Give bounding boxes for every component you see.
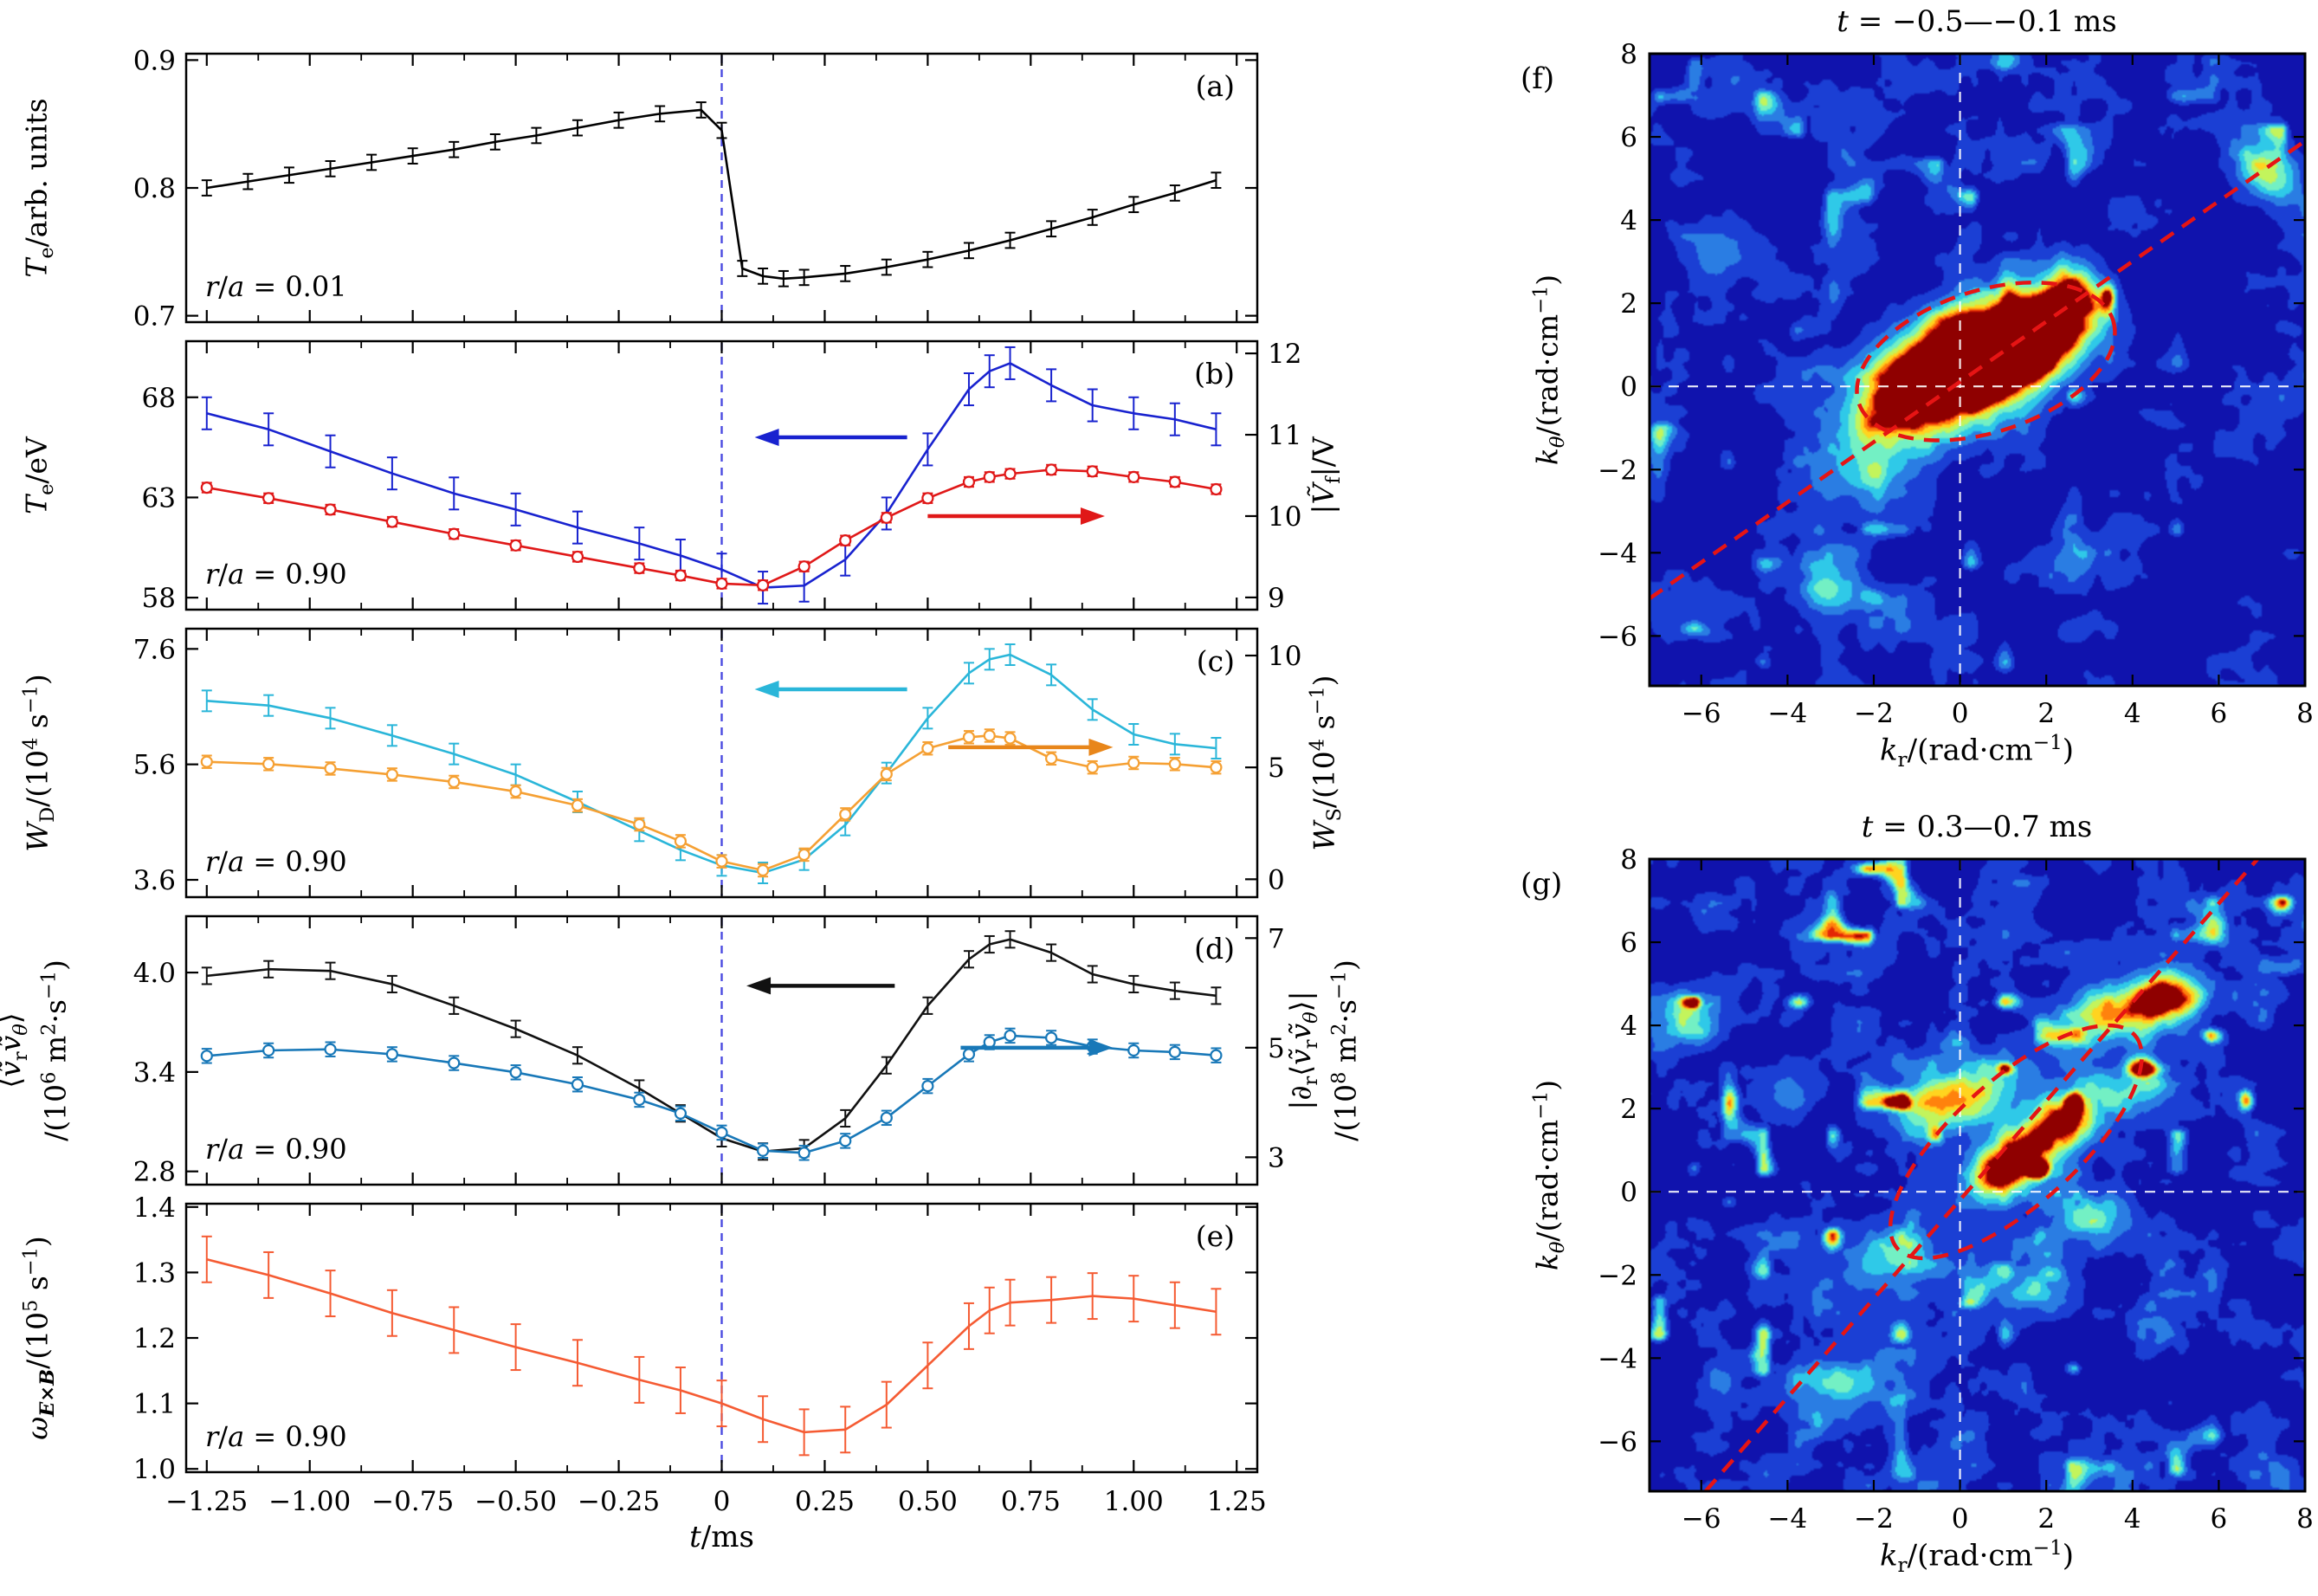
x-tick-label: 0.50 — [898, 1486, 958, 1517]
y-tick-label: 1.3 — [133, 1257, 176, 1289]
x-tick-label: −6 — [1682, 698, 1721, 729]
x-tick-label: 8 — [2296, 698, 2314, 729]
panel-letter-g: (g) — [1521, 867, 1563, 901]
x-axis-label-g: kr/(rad·cm−1) — [1879, 1537, 2075, 1578]
y-tick-label: 1.1 — [133, 1389, 176, 1420]
y-tick-label: 8 — [1620, 844, 1637, 876]
y-tick-label: 0 — [1620, 372, 1637, 403]
x-tick-label: −4 — [1768, 1503, 1808, 1535]
right-y-tick-label: 10 — [1268, 501, 1301, 533]
y-tick-label: 2 — [1620, 288, 1637, 320]
y-tick-label: −4 — [1598, 538, 1637, 569]
y-axis-label-g: kθ/(rad·cm−1) — [1529, 1079, 1570, 1271]
y-tick-label: −6 — [1598, 621, 1637, 652]
x-tick-label: 0 — [1952, 698, 1969, 729]
x-tick-label: 6 — [2211, 1503, 2228, 1535]
y-tick-label: −4 — [1598, 1343, 1637, 1374]
x-tick-label: 2 — [2037, 698, 2055, 729]
y-tick-label: −2 — [1598, 455, 1637, 486]
x-tick-label: −0.75 — [371, 1486, 454, 1517]
right-y-tick-label: 3 — [1268, 1142, 1285, 1173]
series-Te-edge — [201, 346, 1222, 605]
right-y-tick-label: 10 — [1268, 641, 1301, 672]
y-tick-label: 63 — [142, 482, 176, 514]
y-tick-label: 4 — [1620, 1011, 1637, 1042]
x-tick-label: 1.00 — [1104, 1486, 1164, 1517]
panel-letter-f: (f) — [1521, 61, 1555, 96]
series-WD — [201, 643, 1222, 884]
right-y-tick-label: 5 — [1268, 753, 1285, 784]
x-tick-label: −0.25 — [578, 1486, 660, 1517]
right-y-tick-label: 12 — [1268, 339, 1301, 370]
y-tick-label: 0.8 — [133, 173, 176, 204]
x-tick-label: 0.25 — [795, 1486, 855, 1517]
time-series-charts: 0.7 0.8 0.9 58 63 68 9 10 11 12 3.6 5.6 7.6 0 5 10 2.8 3.… — [133, 45, 1302, 1517]
y-tick-label: 0.7 — [133, 301, 176, 333]
series-ExB-shear — [201, 1235, 1222, 1457]
y-tick-label: 5.6 — [133, 750, 176, 781]
series-reynolds-stress — [201, 930, 1222, 1161]
panel-d: 2.8 3.4 4.0 3 5 7 — [133, 914, 1285, 1188]
series-Te-core — [201, 101, 1222, 288]
y-tick-label: 58 — [142, 583, 176, 614]
x-tick-label: −4 — [1768, 698, 1808, 729]
y-tick-label: 68 — [142, 383, 176, 414]
y-tick-label: 6 — [1620, 122, 1637, 153]
y-tick-label: 4 — [1620, 205, 1637, 236]
x-tick-label: −2 — [1854, 1503, 1894, 1535]
x-tick-label: −1.00 — [268, 1486, 351, 1517]
contour-field-g — [1650, 859, 2305, 1491]
y-tick-label: 3.4 — [133, 1057, 176, 1089]
y-axis-label-f: kθ/(rad·cm−1) — [1529, 274, 1570, 466]
y-tick-label: 1.2 — [133, 1323, 176, 1354]
series-WS — [200, 728, 1223, 878]
panel-b: 58 63 68 9 10 11 12 — [142, 339, 1302, 614]
contour-title-f: t = −0.5—−0.1 ms — [1837, 4, 2117, 39]
right-y-tick-label: 7 — [1268, 923, 1285, 954]
y-tick-label: −6 — [1598, 1426, 1637, 1457]
y-tick-label: 8 — [1620, 39, 1637, 70]
series-Vf — [200, 463, 1223, 591]
x-tick-label: 6 — [2211, 698, 2228, 729]
x-axis-label-f: kr/(rad·cm−1) — [1879, 732, 2075, 772]
y-tick-label: 2 — [1620, 1094, 1637, 1125]
y-tick-label: 7.6 — [133, 634, 176, 665]
x-tick-label: 8 — [2296, 1503, 2314, 1535]
contour-title-g: t = 0.3—0.7 ms — [1861, 810, 2093, 844]
x-tick-label: 4 — [2124, 1503, 2141, 1535]
x-tick-label: −2 — [1854, 698, 1894, 729]
right-y-tick-label: 9 — [1268, 583, 1285, 614]
panel-e: −1.25 −1.00 −0.75 −0.50 −0.25 0 0.25 0.50 0.75 1.… — [133, 1192, 1267, 1517]
x-tick-label: −1.25 — [165, 1486, 248, 1517]
panel-c: 3.6 5.6 7.6 0 5 10 — [133, 627, 1301, 899]
x-tick-label: 1.25 — [1207, 1486, 1267, 1517]
y-tick-label: 6 — [1620, 927, 1637, 959]
y-tick-label: −2 — [1598, 1260, 1637, 1291]
y-tick-label: 1.4 — [133, 1192, 176, 1224]
x-tick-label: 4 — [2124, 698, 2141, 729]
y-tick-label: 2.8 — [133, 1157, 176, 1188]
x-tick-label: 0 — [713, 1486, 731, 1517]
y-tick-label: 4.0 — [133, 958, 176, 989]
y-tick-label: 0 — [1620, 1177, 1637, 1208]
contour-field-f — [1650, 54, 2305, 686]
y-tick-label: 1.0 — [133, 1454, 176, 1485]
x-tick-label: 0 — [1952, 1503, 1969, 1535]
y-tick-label: 0.9 — [133, 45, 176, 76]
right-y-tick-label: 0 — [1268, 864, 1285, 895]
y-tick-label: 3.6 — [133, 865, 176, 896]
right-y-tick-label: 11 — [1268, 420, 1301, 451]
x-tick-label: −6 — [1682, 1503, 1721, 1535]
x-tick-label: 0.75 — [1001, 1486, 1061, 1517]
x-tick-label: 2 — [2037, 1503, 2055, 1535]
panel-a: 0.7 0.8 0.9 — [133, 45, 1259, 333]
right-y-tick-label: 5 — [1268, 1033, 1285, 1064]
series-stress-gradient — [200, 1027, 1223, 1161]
x-tick-label: −0.50 — [475, 1486, 557, 1517]
